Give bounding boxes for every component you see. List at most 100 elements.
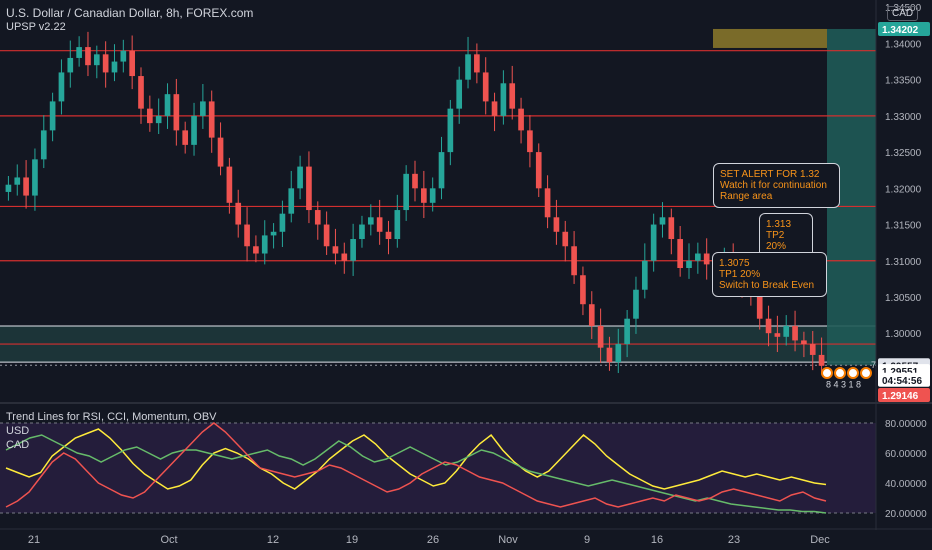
- candle[interactable]: [279, 200, 286, 247]
- currency-label[interactable]: CAD: [887, 6, 919, 21]
- candle[interactable]: [23, 160, 29, 209]
- candle[interactable]: [244, 207, 250, 262]
- candle[interactable]: [385, 220, 392, 255]
- candle[interactable]: [809, 331, 816, 371]
- oscillator-pane[interactable]: [0, 422, 876, 514]
- candle[interactable]: [403, 165, 409, 221]
- candle[interactable]: [58, 59, 65, 115]
- candle[interactable]: [182, 121, 189, 154]
- candle[interactable]: [164, 83, 171, 129]
- candle[interactable]: [14, 164, 21, 196]
- candle[interactable]: [102, 41, 109, 88]
- candle[interactable]: [571, 231, 577, 284]
- candle[interactable]: [376, 199, 383, 245]
- candle[interactable]: [580, 266, 586, 316]
- alert-marker-icon[interactable]: [847, 367, 859, 380]
- candle[interactable]: [208, 90, 215, 153]
- candle[interactable]: [306, 151, 312, 224]
- candle[interactable]: [818, 337, 825, 375]
- oscillator-series-0[interactable]: [5, 428, 827, 490]
- candle[interactable]: [49, 92, 56, 142]
- candle[interactable]: [314, 201, 321, 240]
- candle[interactable]: [703, 238, 710, 280]
- candle[interactable]: [261, 220, 268, 265]
- candle[interactable]: [482, 57, 489, 115]
- candle[interactable]: [67, 40, 74, 88]
- alert-marker-icon[interactable]: [834, 367, 846, 380]
- candle[interactable]: [350, 223, 356, 276]
- candle[interactable]: [588, 291, 595, 339]
- candle[interactable]: [641, 243, 648, 299]
- candle[interactable]: [155, 98, 162, 134]
- candle[interactable]: [597, 308, 604, 363]
- candle[interactable]: [40, 115, 47, 169]
- alert-marker-icon[interactable]: [860, 367, 872, 380]
- badge-last: 1.29551: [882, 367, 919, 378]
- candle[interactable]: [129, 35, 135, 90]
- badge-timer: 04:54:56: [882, 376, 922, 387]
- candle[interactable]: [85, 31, 91, 77]
- candle[interactable]: [394, 194, 401, 248]
- candle[interactable]: [447, 99, 454, 166]
- candle[interactable]: [633, 276, 639, 334]
- candle[interactable]: [659, 202, 666, 238]
- candle[interactable]: [288, 170, 295, 223]
- candle[interactable]: [332, 228, 339, 265]
- candle[interactable]: [686, 243, 692, 279]
- candle[interactable]: [677, 225, 683, 277]
- candle[interactable]: [226, 157, 233, 214]
- candle[interactable]: [562, 220, 569, 262]
- candle[interactable]: [474, 43, 480, 84]
- candle[interactable]: [783, 315, 790, 346]
- candle[interactable]: [553, 199, 560, 245]
- candle[interactable]: [93, 45, 100, 79]
- candle[interactable]: [801, 331, 807, 358]
- price-tick-label: 1.31500: [885, 221, 922, 232]
- candle[interactable]: [624, 310, 630, 358]
- candle[interactable]: [527, 115, 533, 168]
- candle[interactable]: [76, 36, 82, 67]
- candle[interactable]: [650, 213, 657, 272]
- oscillator-series-1[interactable]: [5, 434, 827, 514]
- candle[interactable]: [367, 204, 374, 236]
- candle-body: [597, 325, 604, 348]
- alert-marker-icon[interactable]: [821, 367, 833, 380]
- candle[interactable]: [509, 65, 516, 120]
- candle[interactable]: [217, 122, 224, 176]
- candle[interactable]: [518, 97, 524, 144]
- candle[interactable]: [491, 92, 498, 132]
- candle[interactable]: [615, 328, 622, 374]
- candle[interactable]: [191, 102, 197, 156]
- candle[interactable]: [695, 242, 701, 274]
- candle[interactable]: [465, 36, 471, 89]
- candle[interactable]: [297, 155, 303, 200]
- candle[interactable]: [323, 211, 330, 255]
- candle[interactable]: [138, 67, 144, 124]
- oscillator-series-2[interactable]: [5, 422, 827, 508]
- candle[interactable]: [173, 78, 180, 146]
- candle[interactable]: [429, 177, 436, 212]
- candle[interactable]: [412, 160, 418, 202]
- candle[interactable]: [535, 143, 542, 198]
- candle[interactable]: [111, 44, 118, 82]
- candle[interactable]: [774, 315, 781, 353]
- candle[interactable]: [792, 310, 798, 352]
- candle[interactable]: [456, 66, 463, 124]
- candle[interactable]: [32, 148, 38, 211]
- candle[interactable]: [500, 70, 507, 125]
- candle[interactable]: [359, 215, 365, 248]
- candle[interactable]: [200, 84, 206, 129]
- candle[interactable]: [120, 39, 127, 73]
- candle[interactable]: [270, 223, 277, 249]
- candle[interactable]: [147, 95, 153, 132]
- candle[interactable]: [765, 305, 772, 347]
- candle[interactable]: [544, 175, 551, 229]
- candle[interactable]: [668, 208, 675, 255]
- candle[interactable]: [438, 136, 445, 200]
- candle[interactable]: [606, 336, 613, 371]
- candle[interactable]: [341, 242, 348, 274]
- candle[interactable]: [253, 235, 259, 263]
- candle[interactable]: [5, 176, 12, 201]
- candle[interactable]: [235, 189, 242, 238]
- candle[interactable]: [421, 170, 427, 219]
